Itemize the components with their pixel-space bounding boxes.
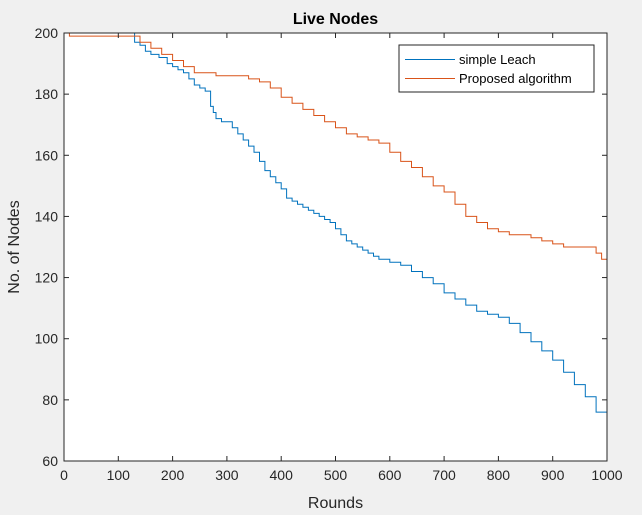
x-tick-label: 100 bbox=[107, 467, 131, 483]
x-tick-label: 200 bbox=[161, 467, 185, 483]
x-axis-label: Rounds bbox=[308, 495, 363, 512]
x-tick-label: 1000 bbox=[591, 467, 622, 483]
x-tick-label: 700 bbox=[432, 467, 456, 483]
legend-label-simple-leach: simple Leach bbox=[459, 52, 536, 67]
x-tick-label: 500 bbox=[324, 467, 348, 483]
x-tick-label: 800 bbox=[487, 467, 511, 483]
y-tick-label: 80 bbox=[42, 392, 58, 408]
series-line-simple-leach bbox=[64, 32, 608, 425]
y-tick-label: 160 bbox=[35, 147, 59, 163]
series-line-proposed-algorithm bbox=[64, 32, 607, 260]
legend: simple Leach Proposed algorithm bbox=[398, 44, 595, 93]
y-tick-label: 100 bbox=[35, 331, 59, 347]
y-tick-label: 180 bbox=[35, 86, 59, 102]
y-axis-label: No. of Nodes bbox=[6, 200, 23, 293]
x-tick-label: 300 bbox=[215, 467, 239, 483]
x-tick-label: 900 bbox=[541, 467, 565, 483]
series-layer bbox=[64, 32, 608, 425]
x-tick-label: 400 bbox=[270, 467, 294, 483]
y-tick-label: 120 bbox=[35, 270, 59, 286]
chart-title: Live Nodes bbox=[293, 11, 378, 28]
x-tick-label: 600 bbox=[378, 467, 402, 483]
legend-label-proposed-algorithm: Proposed algorithm bbox=[459, 71, 572, 86]
y-tick-label: 140 bbox=[35, 208, 59, 224]
legend-box bbox=[398, 44, 595, 93]
x-tick-label: 0 bbox=[60, 467, 68, 483]
y-tick-label: 60 bbox=[42, 453, 58, 469]
y-tick-label: 200 bbox=[35, 25, 59, 41]
plot-area bbox=[64, 33, 607, 461]
axes-layer: 0 100 200 300 400 500 600 700 800 900 1000 60 80 100 1… bbox=[35, 25, 623, 483]
